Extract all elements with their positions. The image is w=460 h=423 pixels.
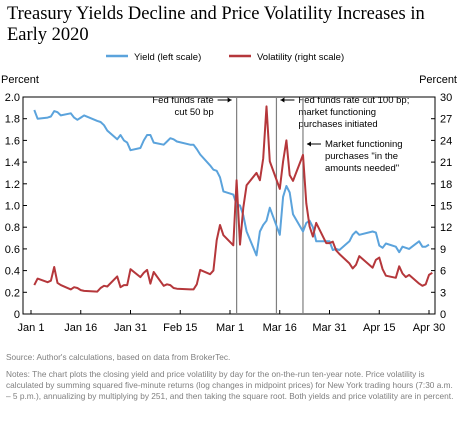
x-axis: Jan 1 Jan 16 Jan 31 Feb 15 Mar 1 Mar 16 Mar 31…	[18, 310, 445, 334]
y-left-tick-label: 2.0	[5, 92, 20, 104]
y-left-tick-label: 0.6	[5, 244, 20, 256]
x-tick-label: Apr 30	[413, 322, 445, 334]
y-right-tick-label: 27	[440, 114, 452, 126]
y-right-tick-label: 6	[440, 266, 446, 278]
y-left-axis-title: Percent	[1, 74, 39, 86]
chart-notes: Notes: The chart plots the closing yield…	[6, 369, 454, 402]
x-tick-label: Apr 15	[363, 322, 395, 334]
y-right-tick-label: 0	[440, 309, 446, 321]
x-tick-label: Feb 15	[163, 322, 197, 334]
legend: Yield (left scale) Volatility (right sca…	[106, 52, 344, 63]
y-left-tick-label: 0.4	[5, 266, 20, 278]
y-left-tick-label: 1.4	[5, 157, 20, 169]
y-right-tick-label: 3	[440, 287, 446, 299]
y-left-tick-label: 0.8	[5, 222, 20, 234]
x-tick-label: Mar 16	[263, 322, 297, 334]
y-right-axis: 0 3 6 9 12 15 18 21 24 27 30	[431, 92, 452, 321]
y-right-tick-label: 21	[440, 157, 452, 169]
y-right-tick-label: 15	[440, 201, 452, 213]
event-label: purchases "in the	[325, 151, 398, 162]
event-label: purchases initiated	[298, 119, 377, 130]
y-left-tick-label: 1.0	[5, 201, 20, 213]
event-label: cut 50 bp	[175, 107, 214, 118]
y-right-tick-label: 12	[440, 222, 452, 234]
yield-series-line	[33, 109, 430, 257]
y-left-tick-label: 1.2	[5, 179, 20, 191]
x-tick-label: Jan 1	[18, 322, 45, 334]
event-label: Market functioning	[325, 139, 403, 150]
chart-title: Treasury Yields Decline and Price Volati…	[7, 4, 425, 45]
y-left-tick-label: 0	[14, 309, 20, 321]
event-label: market functioning	[298, 107, 376, 118]
legend-label-yield: Yield (left scale)	[134, 52, 201, 63]
y-left-tick-label: 1.8	[5, 114, 20, 126]
x-tick-label: Mar 1	[216, 322, 244, 334]
source-note: Source: Author's calculations, based on …	[6, 352, 231, 362]
x-tick-label: Jan 31	[114, 322, 147, 334]
event-arrowhead	[227, 97, 232, 103]
volatility-series-line	[33, 105, 433, 293]
y-right-tick-label: 24	[440, 135, 452, 147]
event-label: amounts needed"	[325, 163, 399, 174]
y-left-tick-label: 1.6	[5, 135, 20, 147]
y-left-tick-label: 0.2	[5, 287, 20, 299]
event-arrowhead	[280, 97, 285, 103]
event-label: Fed funds rate cut 100 bp;	[298, 95, 409, 106]
x-tick-label: Jan 16	[64, 322, 97, 334]
event-arrowhead	[306, 141, 311, 147]
x-tick-label: Mar 31	[312, 322, 346, 334]
event-label: Fed funds rate	[152, 95, 213, 106]
y-right-tick-label: 30	[440, 92, 452, 104]
y-right-axis-title: Percent	[419, 74, 457, 86]
y-right-tick-label: 9	[440, 244, 446, 256]
series-lines	[33, 105, 433, 293]
y-right-tick-label: 18	[440, 179, 452, 191]
y-left-axis: 0 0.2 0.4 0.6 0.8 1.0 1.2 1.4 1.6 1.8 2.0	[5, 92, 27, 321]
chart: Yield (left scale) Volatility (right sca…	[1, 52, 457, 334]
legend-label-volatility: Volatility (right scale)	[257, 52, 344, 63]
